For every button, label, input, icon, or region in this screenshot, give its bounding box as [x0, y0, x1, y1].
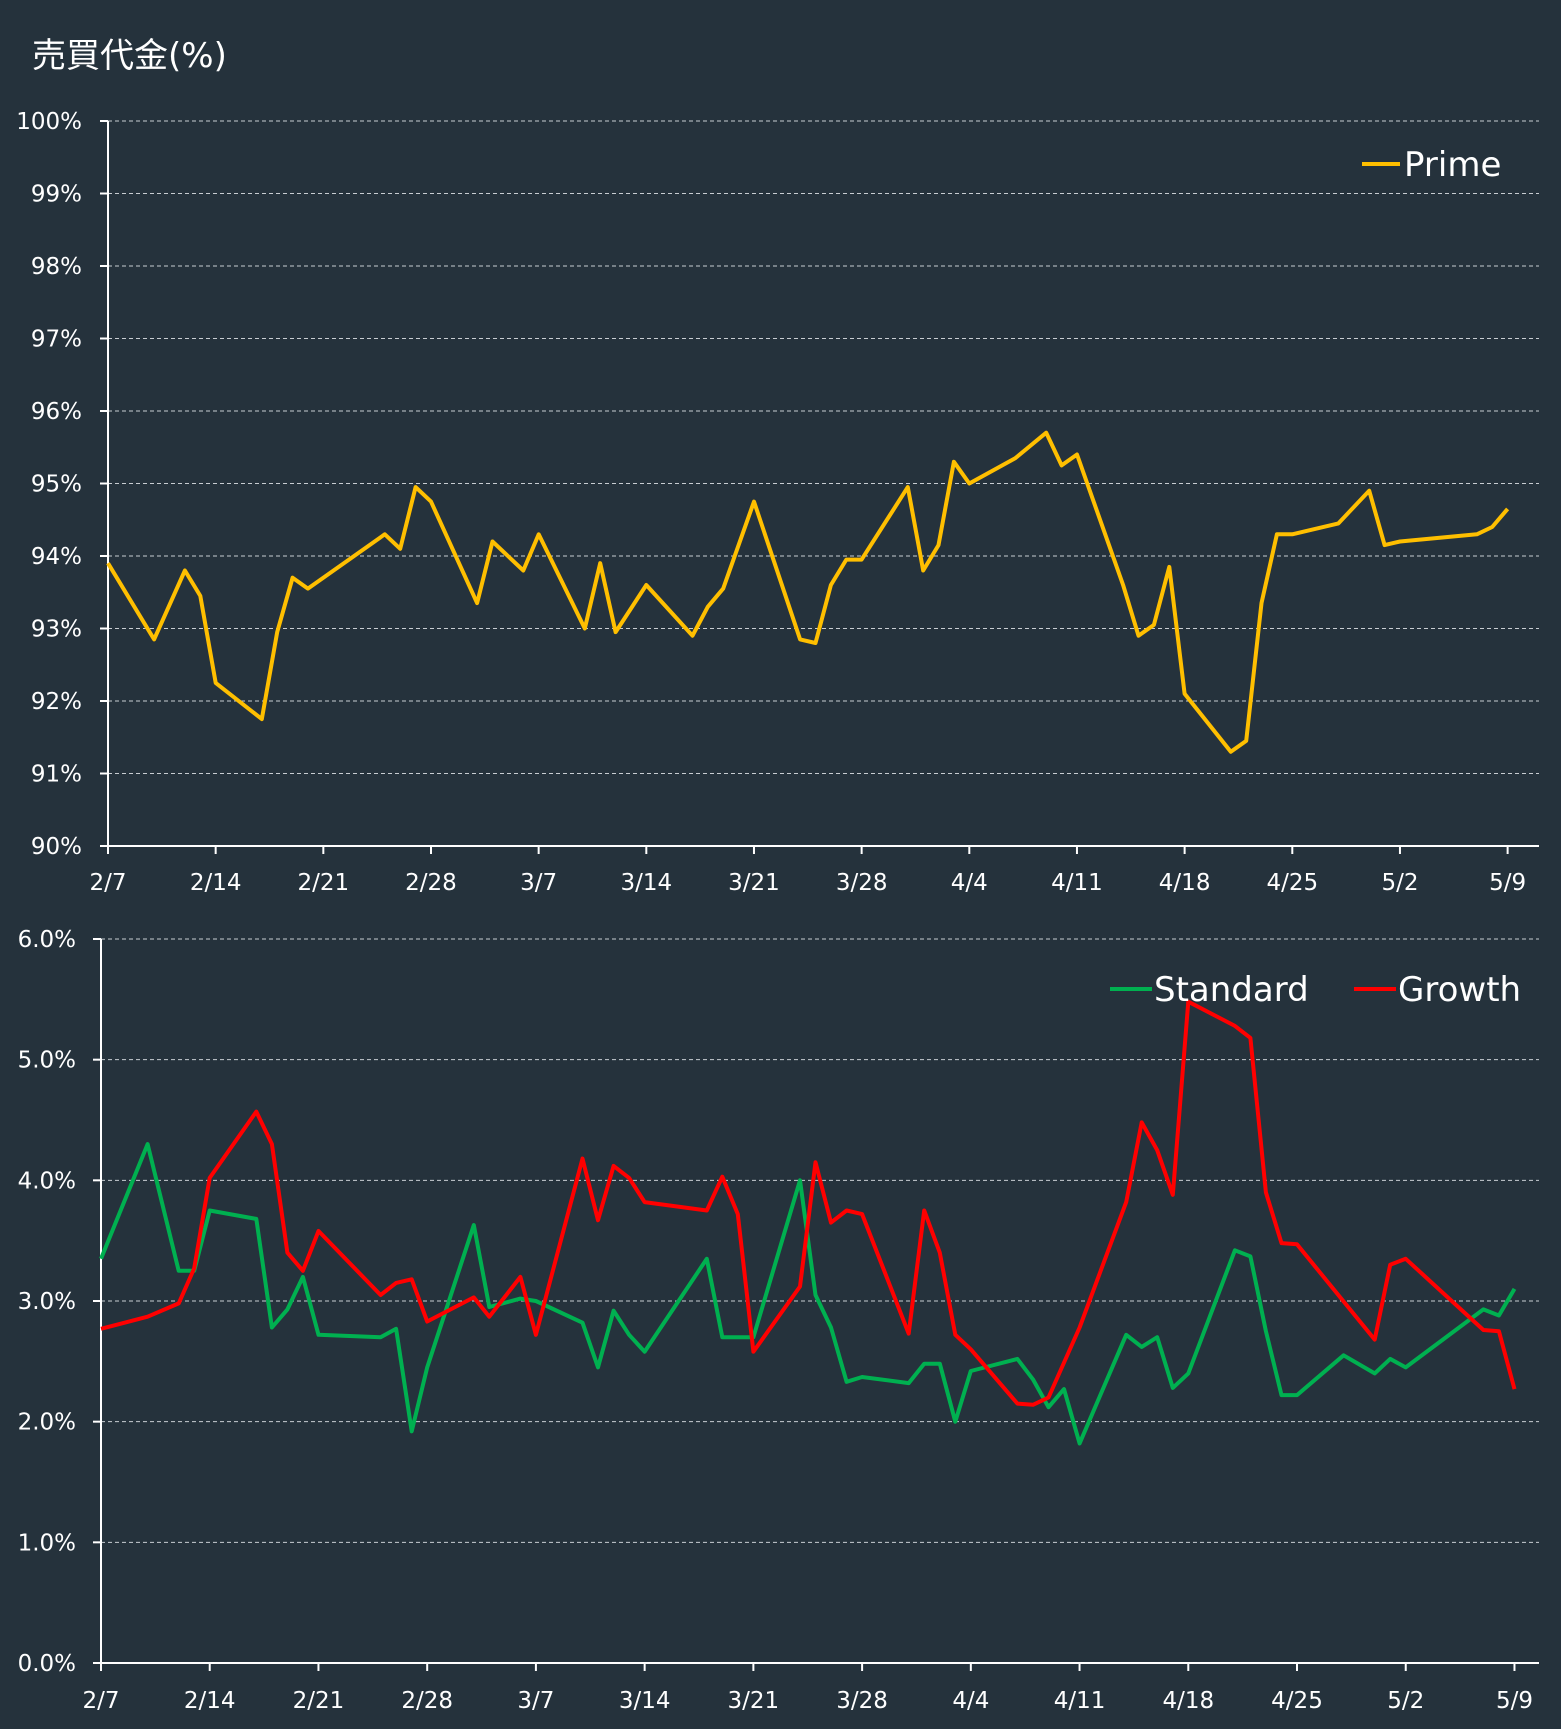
prime-chart-y-tick-label: 92%	[31, 689, 82, 715]
standard-growth-chart-y-tick-label: 3.0%	[18, 1289, 76, 1315]
standard-growth-chart-x-tick-label: 4/25	[1271, 1688, 1323, 1714]
standard-growth-chart-y-tick-label: 2.0%	[18, 1410, 76, 1436]
prime-chart-x-tick-label: 2/28	[405, 870, 457, 896]
prime-chart-y-tick-label: 100%	[16, 109, 82, 135]
standard-growth-chart-series-standard-line	[99, 1142, 1517, 1446]
prime-chart-y-tick-label: 95%	[31, 472, 82, 498]
standard-growth-chart-x-tick-label: 2/14	[184, 1688, 236, 1714]
standard-growth-chart-y-tick-label: 5.0%	[18, 1048, 76, 1074]
standard-growth-chart-x-tick-label: 3/21	[728, 1688, 780, 1714]
prime-chart-x-tick-label: 3/7	[520, 870, 557, 896]
standard-growth-chart-x-tick-label: 4/18	[1162, 1688, 1214, 1714]
prime-chart-x-tick-label: 4/25	[1266, 870, 1318, 896]
prime-chart-y-tick-label: 90%	[31, 834, 82, 860]
prime-chart-x-tick-label: 3/21	[728, 870, 780, 896]
standard-growth-chart-y-tick-label: 1.0%	[18, 1530, 76, 1556]
standard-growth-chart-x-tick-label: 2/21	[293, 1688, 345, 1714]
prime-chart-y-tick-label: 98%	[31, 254, 82, 280]
standard-growth-chart-y-tick-label: 6.0%	[18, 927, 76, 953]
standard-growth-chart-x-tick-label: 3/7	[517, 1688, 554, 1714]
prime-chart-x-tick-label: 4/18	[1159, 870, 1211, 896]
standard-growth-chart-x-tick-label: 3/14	[619, 1688, 671, 1714]
prime-chart-y-tick-label: 93%	[31, 617, 82, 643]
prime-chart-y-tick-label: 96%	[31, 399, 82, 425]
prime-chart-x-tick-label: 5/2	[1381, 870, 1418, 896]
prime-chart-y-tick-label: 91%	[31, 762, 82, 788]
standard-growth-chart-x-tick-label: 5/2	[1387, 1688, 1424, 1714]
legend-growth-label: Growth	[1398, 970, 1521, 1010]
prime-chart-x-tick-label: 2/14	[190, 870, 242, 896]
prime-chart-x-tick-label: 2/7	[89, 870, 126, 896]
prime-chart-x-tick-label: 4/11	[1051, 870, 1103, 896]
standard-growth-chart-x-tick-label: 3/28	[836, 1688, 888, 1714]
prime-chart-x-tick-label: 3/28	[836, 870, 888, 896]
standard-growth-chart-x-tick-label: 5/9	[1496, 1688, 1533, 1714]
prime-chart-x-tick-label: 5/9	[1489, 870, 1526, 896]
standard-growth-chart-x-tick-label: 4/4	[952, 1688, 989, 1714]
prime-chart-x-tick-label: 2/21	[297, 870, 349, 896]
chart-title: 売買代金(%)	[32, 36, 227, 76]
prime-chart-y-tick-label: 97%	[31, 327, 82, 353]
standard-growth-chart-y-tick-label: 0.0%	[18, 1651, 76, 1677]
prime-chart-y-tick-label: 99%	[31, 182, 82, 208]
standard-growth-chart-x-tick-label: 2/7	[82, 1688, 119, 1714]
prime-chart-x-tick-label: 4/4	[951, 870, 988, 896]
prime-chart-y-tick-label: 94%	[31, 544, 82, 570]
prime-chart-series-prime-line	[106, 430, 1510, 754]
legend-standard-label: Standard	[1154, 970, 1309, 1010]
standard-growth-chart-y-tick-label: 4.0%	[18, 1168, 76, 1194]
standard-growth-chart-x-tick-label: 2/28	[401, 1688, 453, 1714]
prime-chart-x-tick-label: 3/14	[620, 870, 672, 896]
standard-growth-chart-series-growth-line	[100, 999, 1517, 1407]
standard-growth-chart-x-tick-label: 4/11	[1054, 1688, 1106, 1714]
legend-prime-label: Prime	[1404, 145, 1501, 185]
